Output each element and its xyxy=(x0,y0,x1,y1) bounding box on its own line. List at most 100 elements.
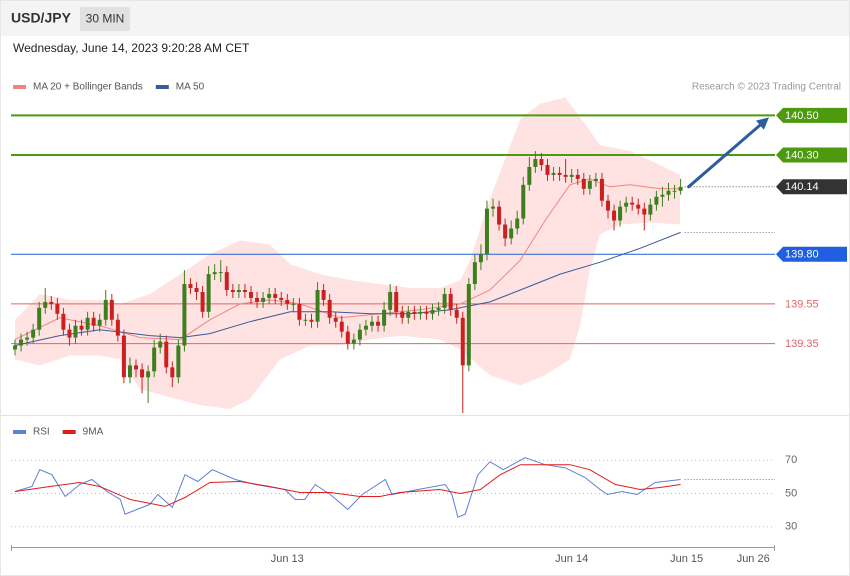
candle-body xyxy=(412,311,417,314)
candle-body xyxy=(376,321,381,326)
candle-body xyxy=(575,174,580,179)
candle-body xyxy=(509,228,514,239)
candle-body xyxy=(127,365,132,378)
candle-body xyxy=(436,307,441,310)
candle-body xyxy=(97,319,102,326)
candle-body xyxy=(12,345,17,350)
candle-body xyxy=(448,293,453,310)
legend-label: MA 20 + Bollinger Bands xyxy=(33,82,143,93)
candle-body xyxy=(261,297,266,302)
candle-body xyxy=(678,186,683,191)
bollinger-band xyxy=(15,97,680,409)
x-tick-label: Jun 15 xyxy=(670,553,703,565)
candle-body xyxy=(484,208,489,255)
legend-swatch xyxy=(155,85,169,89)
legend-label: 9MA xyxy=(83,427,104,438)
candle-body xyxy=(212,272,217,275)
candle-body xyxy=(164,341,169,368)
candle-body xyxy=(400,311,405,318)
candle-body xyxy=(49,301,54,304)
candle-body xyxy=(599,178,604,201)
candle-body xyxy=(648,204,653,215)
legend-swatch xyxy=(62,430,76,434)
candle-body xyxy=(297,303,302,320)
candle-body xyxy=(206,274,211,312)
candle-body xyxy=(527,166,532,185)
candle-body xyxy=(321,289,326,300)
candle-body xyxy=(491,206,496,209)
y-tick-label: 70 xyxy=(785,454,797,466)
candle-body xyxy=(497,206,502,225)
level-tag xyxy=(776,147,847,163)
candle-body xyxy=(557,172,562,175)
level-tag xyxy=(776,246,847,262)
candle-body xyxy=(61,313,66,330)
candle-body xyxy=(25,337,30,340)
candle-body xyxy=(357,329,362,340)
candle-body xyxy=(503,224,508,239)
candle-body xyxy=(672,190,677,192)
candle-body xyxy=(67,329,72,338)
candle-body xyxy=(91,317,96,326)
candle-body xyxy=(134,365,139,370)
candle-body xyxy=(363,325,368,330)
candle-body xyxy=(370,321,375,326)
candle-body xyxy=(55,303,60,314)
candle-body xyxy=(563,174,568,177)
x-tick-label: Jun 26 xyxy=(737,553,770,565)
candle-body xyxy=(19,339,24,346)
candle-body xyxy=(109,299,114,320)
candle-body xyxy=(351,339,356,344)
candle-body xyxy=(466,284,471,366)
x-tick-label: Jun 14 xyxy=(555,553,588,565)
level-label: 139.80 xyxy=(785,249,819,261)
candle-body xyxy=(224,272,229,290)
candle-body xyxy=(85,317,90,330)
candle-body xyxy=(273,293,278,298)
candle-body xyxy=(285,299,290,304)
candle-body xyxy=(309,319,314,322)
candle-body xyxy=(472,262,477,285)
candle-body xyxy=(345,331,350,344)
candle-body xyxy=(279,297,284,300)
forecast-arrow xyxy=(687,123,762,189)
level-label: 140.50 xyxy=(785,110,819,122)
candle-body xyxy=(569,174,574,177)
candle-body xyxy=(430,309,435,314)
copyright: Research © 2023 Trading Central xyxy=(692,82,841,93)
candle-body xyxy=(454,309,459,318)
legend-label: RSI xyxy=(33,427,50,438)
candle-body xyxy=(545,164,550,175)
level-tag xyxy=(776,179,847,195)
candle-body xyxy=(140,369,145,378)
candle-body xyxy=(406,311,411,318)
interval[interactable]: 30 MIN xyxy=(86,12,125,26)
candle-body xyxy=(388,291,393,310)
candle-body xyxy=(79,325,84,330)
candle-body xyxy=(37,307,42,330)
candle-body xyxy=(478,254,483,263)
header-bar xyxy=(1,1,849,36)
candle-body xyxy=(103,299,108,320)
candle-body xyxy=(660,194,665,197)
candle-body xyxy=(291,303,296,305)
candle-body xyxy=(73,325,78,338)
symbol: USD/JPY xyxy=(11,10,72,26)
candle-body xyxy=(636,204,641,209)
candle-body xyxy=(176,345,181,378)
candle-body xyxy=(333,317,338,322)
candle-body xyxy=(242,289,247,292)
candle-body xyxy=(255,297,260,302)
timestamp: Wednesday, June 14, 2023 9:20:28 AM CET xyxy=(13,41,250,55)
candle-body xyxy=(424,311,429,314)
x-tick-label: Jun 13 xyxy=(271,553,304,565)
candle-body xyxy=(194,288,199,292)
candle-body xyxy=(339,321,344,332)
candle-body xyxy=(666,190,671,195)
interval-badge[interactable] xyxy=(80,7,130,31)
candle-body xyxy=(327,299,332,318)
candle-body xyxy=(303,319,308,321)
level-label: 139.35 xyxy=(785,338,819,350)
forecast-arrow-head xyxy=(755,117,769,130)
